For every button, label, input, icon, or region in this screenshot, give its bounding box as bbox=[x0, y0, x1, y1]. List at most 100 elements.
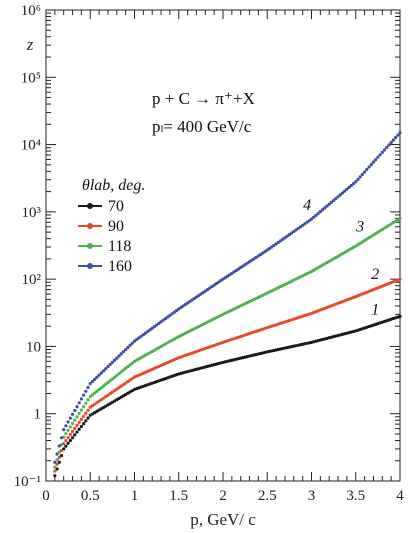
data-point bbox=[332, 198, 336, 203]
data-point bbox=[398, 216, 402, 220]
series-layer: 1 2 3 4 bbox=[53, 131, 402, 478]
data-point bbox=[55, 462, 59, 466]
data-point bbox=[53, 469, 57, 473]
x-axis-ticks: 0 0.5 1 1.5 2 2.5 3 3.5 4 bbox=[42, 10, 404, 504]
data-point bbox=[309, 217, 314, 221]
data-point bbox=[387, 143, 391, 147]
data-point bbox=[79, 424, 83, 429]
data-point bbox=[79, 397, 83, 401]
y-tick-label: 10⁶ bbox=[21, 3, 41, 19]
data-point bbox=[345, 187, 349, 191]
x-tick-label: 0 bbox=[42, 488, 50, 504]
data-point bbox=[270, 245, 274, 249]
data-point bbox=[86, 408, 90, 412]
data-point bbox=[70, 421, 75, 426]
x-tick-label: 2.5 bbox=[258, 488, 277, 504]
data-point bbox=[378, 153, 382, 157]
data-point bbox=[398, 314, 402, 318]
data-point bbox=[314, 213, 318, 217]
data-point bbox=[385, 145, 389, 150]
data-point bbox=[86, 385, 90, 390]
data-point bbox=[363, 170, 367, 174]
data-point bbox=[57, 450, 61, 454]
data-point bbox=[117, 372, 121, 376]
y-axis-ticks: 10⁻¹ 1 10 10² 10³ 10⁴ 10⁵ 10⁶ bbox=[14, 3, 400, 490]
data-point bbox=[358, 175, 362, 179]
data-point bbox=[327, 202, 331, 206]
series-118: 3 bbox=[53, 216, 402, 469]
data-point bbox=[287, 233, 291, 237]
x-tick-label: 1 bbox=[131, 488, 139, 504]
data-point bbox=[66, 441, 70, 445]
x-tick-label: 3.5 bbox=[346, 488, 365, 504]
data-point bbox=[146, 329, 150, 334]
data-point bbox=[112, 375, 117, 379]
y-tick-label: 10³ bbox=[22, 205, 42, 221]
data-point bbox=[389, 140, 393, 145]
data-point bbox=[320, 208, 325, 212]
data-point bbox=[166, 315, 170, 319]
data-point bbox=[90, 393, 95, 397]
data-point bbox=[119, 370, 123, 374]
curve-label-4: 4 bbox=[303, 197, 311, 214]
data-point bbox=[95, 375, 99, 379]
data-point bbox=[90, 379, 95, 384]
data-point bbox=[75, 415, 79, 419]
data-point bbox=[101, 384, 106, 388]
data-point bbox=[128, 343, 132, 347]
data-point bbox=[88, 394, 92, 399]
y-tick-label: 10² bbox=[22, 272, 42, 288]
data-point bbox=[112, 358, 117, 362]
reaction-annotation: p + C → π⁺+X bbox=[152, 89, 255, 108]
data-point bbox=[68, 438, 72, 443]
data-point bbox=[77, 427, 81, 431]
data-point bbox=[101, 369, 106, 373]
data-point bbox=[115, 356, 119, 360]
data-point bbox=[82, 393, 86, 397]
data-point bbox=[340, 191, 345, 195]
data-point bbox=[351, 182, 356, 186]
data-point bbox=[157, 321, 161, 326]
data-point bbox=[95, 389, 99, 393]
data-point bbox=[70, 429, 75, 434]
data-point bbox=[137, 336, 141, 340]
data-point bbox=[336, 195, 340, 199]
data-point bbox=[172, 310, 176, 314]
x-axis-title: p, GeV/ c bbox=[190, 510, 256, 529]
data-point bbox=[128, 363, 132, 367]
data-point bbox=[367, 165, 371, 169]
legend-title: θlab, deg. bbox=[82, 177, 145, 194]
curve-label-2: 2 bbox=[371, 266, 379, 283]
data-point bbox=[347, 185, 351, 189]
legend-marker bbox=[87, 243, 93, 249]
data-point bbox=[343, 189, 347, 193]
data-point bbox=[121, 368, 126, 372]
legend-label: 118 bbox=[108, 238, 131, 255]
data-point bbox=[79, 408, 83, 412]
data-point bbox=[398, 131, 402, 135]
data-point bbox=[396, 133, 400, 137]
data-point bbox=[141, 333, 145, 337]
x-tick-label: 1.5 bbox=[169, 488, 188, 504]
data-point bbox=[57, 444, 61, 448]
data-point bbox=[57, 455, 61, 459]
data-point bbox=[93, 377, 97, 381]
data-point bbox=[382, 148, 387, 152]
series-160: 4 bbox=[53, 131, 402, 464]
data-point bbox=[55, 467, 59, 471]
data-point bbox=[79, 417, 83, 421]
data-point bbox=[150, 326, 154, 330]
data-point bbox=[64, 424, 68, 428]
data-point bbox=[323, 206, 327, 210]
data-point bbox=[84, 411, 88, 415]
legend-marker bbox=[87, 263, 93, 269]
data-point bbox=[170, 312, 174, 316]
y-axis-title: z bbox=[26, 35, 34, 54]
data-point bbox=[73, 426, 77, 431]
data-point bbox=[53, 474, 57, 478]
y-tick-label: 10 bbox=[26, 339, 41, 355]
data-point bbox=[53, 460, 57, 464]
data-point bbox=[84, 419, 88, 423]
data-point bbox=[124, 366, 128, 370]
data-point bbox=[106, 380, 110, 385]
